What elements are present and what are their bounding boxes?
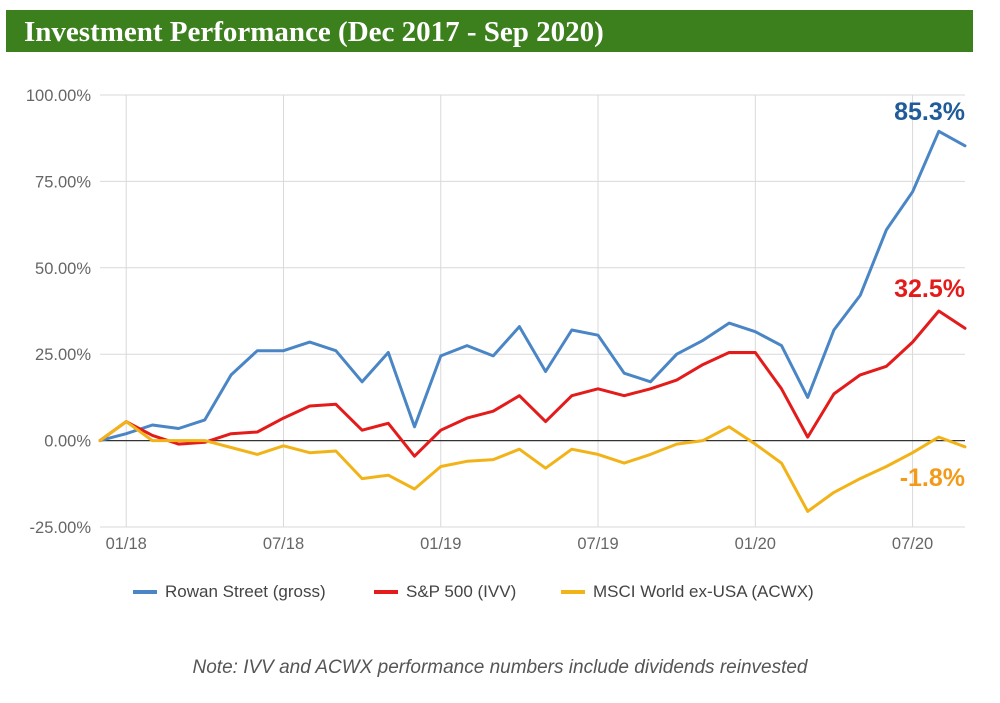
- legend-item-rowan-street: Rowan Street (gross): [133, 578, 326, 606]
- series-line-2: [98, 420, 967, 513]
- series-lines: [98, 129, 967, 513]
- title-banner: Investment Performance (Dec 2017 - Sep 2…: [6, 10, 973, 52]
- end-label-2: -1.8%: [900, 464, 965, 492]
- x-tick-label: 01/19: [420, 535, 461, 553]
- legend: Rowan Street (gross) S&P 500 (IVV) MSCI …: [0, 578, 1000, 606]
- x-axis-tick-labels: 01/18 07/18 01/19 07/19 01/20 07/20: [106, 535, 934, 553]
- grid-lines: [100, 94, 965, 528]
- legend-swatch-rowan-street: [133, 590, 157, 594]
- footnote: Note: IVV and ACWX performance numbers i…: [192, 657, 808, 678]
- legend-swatch-msci: [561, 590, 585, 594]
- x-tick-label: 07/19: [577, 535, 618, 553]
- x-tick-label: 07/20: [892, 535, 933, 553]
- chart-title: Investment Performance (Dec 2017 - Sep 2…: [24, 16, 604, 48]
- series-line-1: [98, 309, 967, 458]
- y-tick-label: 0.00%: [44, 433, 91, 451]
- y-tick-label: -25.00%: [30, 519, 92, 537]
- series-line-0: [98, 129, 967, 443]
- y-axis-tick-labels: 100.00% 75.00% 50.00% 25.00% 0.00% -25.00%: [26, 87, 91, 537]
- x-tick-label: 07/18: [263, 535, 304, 553]
- legend-item-sp500: S&P 500 (IVV): [374, 578, 516, 606]
- end-label-1: 32.5%: [894, 275, 965, 303]
- y-tick-label: 100.00%: [26, 87, 91, 105]
- legend-label-sp500: S&P 500 (IVV): [406, 582, 517, 601]
- end-label-0: 85.3%: [894, 98, 965, 126]
- legend-swatch-sp500: [374, 590, 398, 594]
- y-tick-label: 50.00%: [35, 260, 91, 278]
- x-tick-label: 01/20: [735, 535, 776, 553]
- x-tick-label: 01/18: [106, 535, 147, 553]
- legend-label-rowan-street: Rowan Street (gross): [165, 582, 326, 601]
- legend-label-msci: MSCI World ex-USA (ACWX): [593, 582, 814, 601]
- legend-item-msci: MSCI World ex-USA (ACWX): [561, 578, 814, 606]
- end-value-labels: 85.3% 32.5% -1.8%: [894, 98, 965, 492]
- y-tick-label: 25.00%: [35, 346, 91, 364]
- y-tick-label: 75.00%: [35, 173, 91, 191]
